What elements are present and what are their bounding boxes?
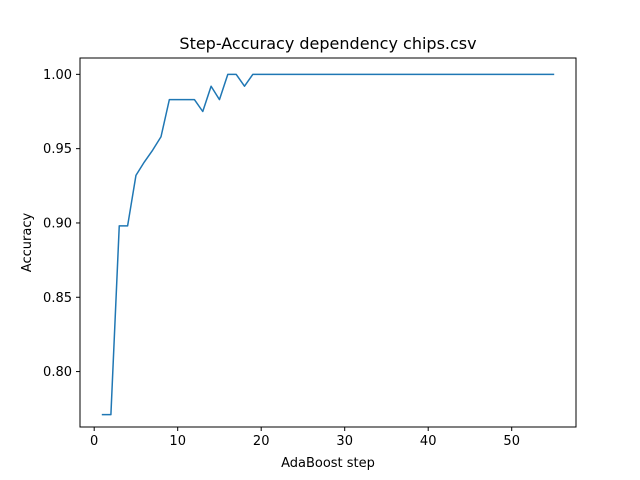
axes-ticks: 0 10 20 30 40 50 0.80 0.85 0.90 0.95 1.00: [43, 68, 520, 449]
series-line: [101, 73, 555, 416]
x-axis-label: AdaBoost step: [281, 456, 375, 471]
axes-frame: [79, 57, 577, 428]
chart-title: Step-Accuracy dependency chips.csv: [179, 34, 476, 53]
y-tick-label: 0.85: [43, 291, 72, 306]
x-tick-label: 20: [253, 434, 270, 449]
x-tick-label: 10: [169, 434, 186, 449]
x-tick-label: 0: [90, 434, 98, 449]
y-tick-label: 0.95: [43, 142, 72, 157]
x-tick-label: 50: [503, 434, 520, 449]
series-layer: [101, 73, 555, 416]
x-tick-label: 40: [420, 434, 437, 449]
y-tick-label: 1.00: [43, 68, 72, 83]
y-tick-label: 0.80: [43, 365, 72, 380]
x-tick-label: 30: [336, 434, 353, 449]
y-tick-label: 0.90: [43, 216, 72, 231]
y-axis-label: Accuracy: [20, 213, 35, 273]
